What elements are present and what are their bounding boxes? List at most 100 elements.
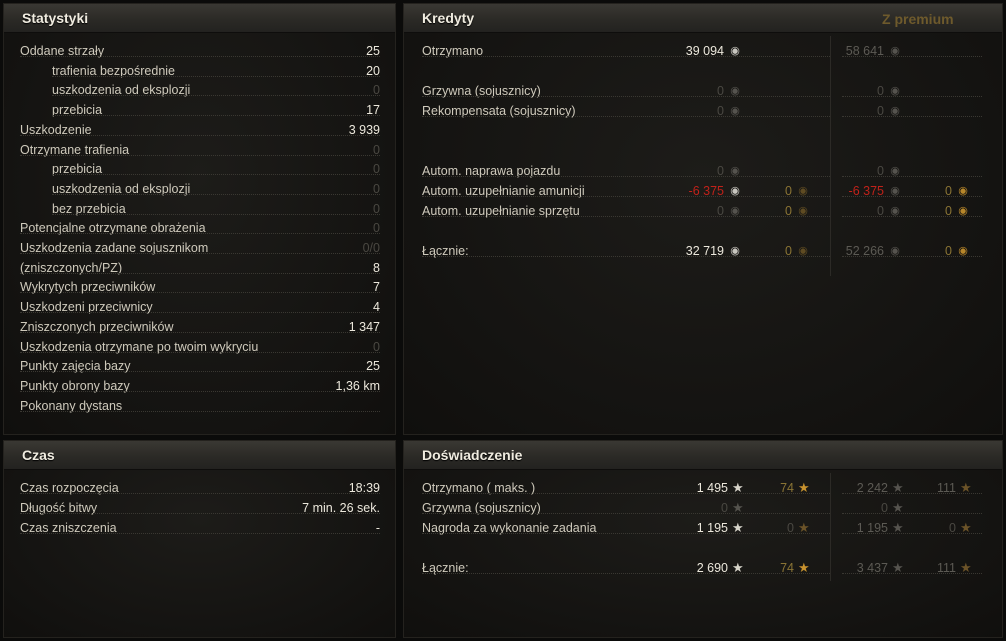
stat-label: Pokonany dystans bbox=[20, 398, 123, 413]
credit-label: Autom. uzupełnianie amunicji bbox=[422, 184, 585, 198]
experience-row: Łącznie: 2 690 ★ 74 ★ 3 437 ★ 111 ★ bbox=[422, 559, 982, 578]
dotted-leader bbox=[20, 253, 380, 254]
gold-coin-icon: ◉ bbox=[798, 245, 808, 257]
gold-value: 0 bbox=[785, 204, 792, 218]
star-icon: ★ bbox=[732, 520, 744, 535]
credit-row: Grzywna (sojusznicy) 0 ◉ 0 ◉ bbox=[422, 82, 982, 101]
gold-star-icon: ★ bbox=[798, 560, 810, 575]
premium-credit-value: 0 bbox=[877, 104, 884, 118]
star-icon: ★ bbox=[892, 560, 904, 575]
stat-value: 20 bbox=[366, 63, 380, 78]
stat-value: 0 bbox=[373, 162, 380, 177]
credit-coin-icon: ◉ bbox=[730, 45, 740, 57]
dotted-leader bbox=[20, 351, 380, 353]
credit-value: 0 bbox=[717, 84, 724, 98]
experience-title: Doświadczenie bbox=[422, 447, 523, 463]
experience-label: Łącznie: bbox=[422, 561, 469, 575]
stat-label: (zniszczonych/PZ) bbox=[20, 260, 123, 275]
premium-credit-value: 52 266 bbox=[845, 244, 884, 258]
gold-coin-icon: ◉ bbox=[958, 205, 968, 217]
stat-row: Otrzymane trafienia 0 bbox=[20, 141, 380, 160]
dotted-leader bbox=[422, 176, 830, 177]
stat-label: Uszkodzenie bbox=[20, 122, 92, 137]
stat-row: Punkty zajęcia bazy 25 bbox=[20, 357, 380, 376]
dotted-leader bbox=[842, 533, 982, 534]
premium-column-label: Z premium bbox=[882, 11, 954, 27]
stat-label: Wykrytych przeciwników bbox=[20, 280, 156, 295]
gold-coin-icon: ◉ bbox=[958, 185, 968, 197]
stat-row: bez przebicia 0 bbox=[20, 200, 380, 219]
dotted-leader bbox=[20, 154, 380, 156]
premium-free-xp-value: 111 bbox=[936, 481, 956, 495]
credit-value: -6 375 bbox=[688, 184, 724, 198]
gold-coin-icon: ◉ bbox=[798, 185, 808, 197]
dotted-leader bbox=[20, 410, 380, 412]
dotted-leader bbox=[842, 256, 982, 257]
credit-row: Rekompensata (sojusznicy) 0 ◉ 0 ◉ bbox=[422, 102, 982, 121]
star-icon: ★ bbox=[732, 480, 744, 495]
time-value: 7 min. 26 sek. bbox=[302, 501, 380, 515]
dotted-leader bbox=[52, 193, 380, 195]
time-label: Czas rozpoczęcia bbox=[20, 481, 119, 495]
stat-row: uszkodzenia od eksplozji 0 bbox=[20, 180, 380, 199]
stat-value: 25 bbox=[366, 44, 380, 58]
stat-row: Uszkodzenia otrzymane po twoim wykryciu 0 bbox=[20, 338, 380, 357]
credit-label: Autom. naprawa pojazdu bbox=[422, 164, 561, 178]
gold-star-icon: ★ bbox=[798, 480, 810, 495]
stat-value: 4 bbox=[373, 300, 380, 315]
stat-value: 3 939 bbox=[348, 122, 380, 137]
stat-label: bez przebicia bbox=[52, 201, 126, 216]
dotted-leader bbox=[422, 513, 830, 514]
dotted-leader bbox=[52, 95, 380, 97]
star-icon: ★ bbox=[732, 560, 744, 575]
experience-row: Grzywna (sojusznicy) 0 ★ 0 ★ bbox=[422, 499, 982, 518]
premium-credit-value: 58 641 bbox=[845, 44, 884, 58]
credit-value: 0 bbox=[717, 204, 724, 218]
credit-row: Autom. uzupełnianie sprzętu 0 ◉ 0 ◉ 0 ◉ 0 ◉ bbox=[422, 202, 982, 221]
credit-row: Otrzymano 39 094 ◉ 58 641 ◉ bbox=[422, 42, 982, 61]
dotted-leader bbox=[422, 116, 830, 117]
premium-divider bbox=[830, 473, 831, 581]
stat-label: przebicia bbox=[52, 103, 103, 118]
dotted-leader bbox=[20, 233, 380, 235]
premium-credit-value: 0 bbox=[877, 204, 884, 218]
stat-label: Uszkodzenia zadane sojusznikom bbox=[20, 241, 209, 255]
dotted-leader bbox=[52, 174, 380, 176]
time-value: - bbox=[375, 521, 380, 535]
dotted-leader bbox=[842, 96, 982, 97]
dotted-leader bbox=[20, 493, 380, 494]
credits-panel: Kredyty Z premium Otrzymano 39 094 ◉ 58 641… bbox=[403, 3, 1003, 435]
dotted-leader bbox=[20, 390, 380, 392]
dotted-leader bbox=[422, 96, 830, 97]
time-header: Czas bbox=[4, 441, 395, 470]
dotted-leader bbox=[20, 272, 380, 274]
star-icon: ★ bbox=[892, 480, 904, 495]
stat-value: 25 bbox=[366, 359, 380, 374]
credit-row: Łącznie: 32 719 ◉ 0 ◉ 52 266 ◉ 0 ◉ bbox=[422, 242, 982, 261]
stat-row: przebicia 17 bbox=[20, 101, 380, 120]
experience-label: Grzywna (sojusznicy) bbox=[422, 501, 541, 515]
dotted-leader bbox=[20, 312, 380, 314]
stat-value: 0/0 bbox=[362, 241, 380, 255]
stat-row: przebicia 0 bbox=[20, 160, 380, 179]
credit-row: Autom. naprawa pojazdu 0 ◉ 0 ◉ bbox=[422, 162, 982, 181]
credit-coin-icon: ◉ bbox=[730, 245, 740, 257]
premium-credit-value: 0 bbox=[877, 164, 884, 178]
credits-header: Kredyty Z premium bbox=[404, 4, 1002, 33]
premium-divider bbox=[830, 36, 831, 276]
dotted-leader bbox=[20, 292, 380, 294]
credit-label: Łącznie: bbox=[422, 244, 469, 258]
stats-title: Statystyki bbox=[22, 10, 89, 26]
stat-row: uszkodzenia od eksplozji 0 bbox=[20, 81, 380, 100]
credit-coin-icon: ◉ bbox=[890, 45, 900, 57]
stat-value: 0 bbox=[373, 83, 380, 98]
premium-experience-value: 1 195 bbox=[856, 521, 888, 535]
stat-label: Uszkodzeni przeciwnicy bbox=[20, 300, 153, 315]
credit-value: 0 bbox=[717, 164, 724, 178]
credit-label: Grzywna (sojusznicy) bbox=[422, 84, 541, 98]
experience-label: Otrzymano ( maks. ) bbox=[422, 481, 536, 495]
stats-header: Statystyki bbox=[4, 4, 395, 33]
time-row: Długość bitwy 7 min. 26 sek. bbox=[20, 499, 380, 518]
dotted-leader bbox=[842, 56, 982, 57]
stat-label: Otrzymane trafienia bbox=[20, 142, 130, 157]
